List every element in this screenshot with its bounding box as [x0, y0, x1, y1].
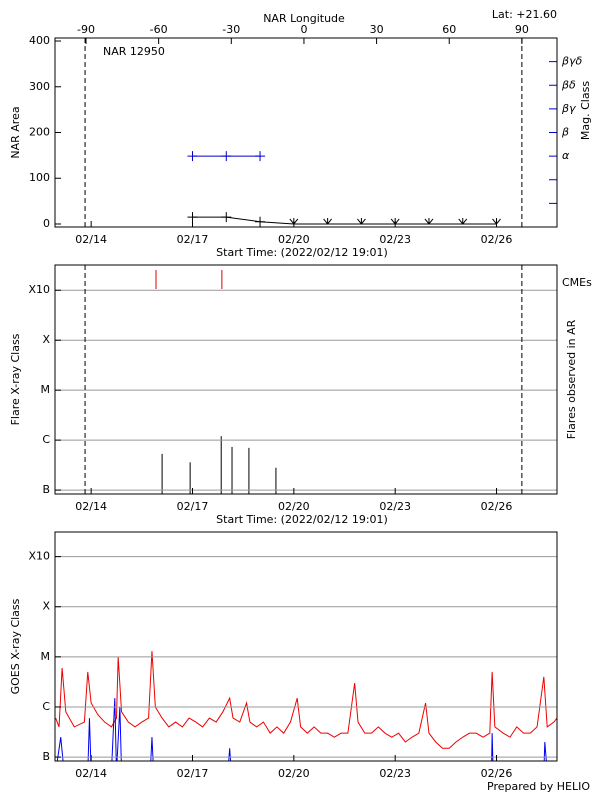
plot-area	[155, 270, 277, 494]
plot-frame	[54, 531, 558, 762]
x-tick-label: 02/17	[177, 233, 209, 246]
x-tick-label: 02/26	[481, 500, 513, 513]
y-tick-label: 300	[29, 80, 50, 93]
marker	[255, 216, 266, 227]
marker	[323, 217, 333, 225]
x2-tick-label: 60	[442, 23, 456, 36]
x-axis-label: Start Time: (2022/02/12 19:01)	[216, 513, 388, 526]
y-tick-label: C	[42, 700, 50, 713]
y-tick-label: M	[41, 650, 51, 663]
y-axis-label: NAR Area	[9, 106, 22, 158]
y2-tick-label: β	[561, 126, 569, 139]
x-tick-label: 02/14	[75, 500, 107, 513]
series-line	[55, 651, 557, 749]
y-tick-label: X	[42, 600, 50, 613]
series-line	[192, 216, 497, 225]
y-tick-label: X10	[28, 283, 50, 296]
marker	[357, 217, 366, 225]
y2-axis-label: Flares observed in AR	[565, 319, 578, 439]
y-tick-label: 400	[29, 34, 50, 47]
x2-tick-label: -30	[222, 23, 240, 36]
x-tick-label: 02/17	[177, 767, 209, 780]
x-tick-label: 02/20	[278, 767, 310, 780]
footer: Prepared by HELIO	[487, 780, 590, 793]
y2-tick-label: α	[562, 149, 570, 162]
x2-tick-label: -60	[150, 23, 168, 36]
x-tick-label: 02/14	[75, 233, 107, 246]
x-tick-label: 02/17	[177, 500, 209, 513]
x-tick-label: 02/23	[379, 767, 411, 780]
marker	[221, 151, 232, 162]
series-line	[56, 698, 547, 761]
marker	[221, 212, 232, 223]
marker	[187, 151, 198, 162]
y-tick-label: 100	[29, 171, 50, 184]
x-tick-label: 02/20	[278, 500, 310, 513]
y-axis-label: GOES X-ray Class	[9, 598, 22, 694]
x-tick-label: 02/26	[481, 767, 513, 780]
cme-label: CMEs	[562, 276, 592, 289]
y-tick-label: 200	[29, 126, 50, 139]
y-tick-label: X10	[28, 550, 50, 563]
marker	[424, 217, 434, 225]
y-axis-label: Flare X-ray Class	[9, 333, 22, 425]
x2-tick-label: 0	[300, 23, 307, 36]
x-tick-label: 02/23	[379, 500, 411, 513]
x2-tick-label: 30	[370, 23, 384, 36]
x2-tick-label: -90	[77, 23, 95, 36]
x-tick-label: 02/23	[379, 233, 411, 246]
y2-tick-label: βδ	[561, 78, 576, 91]
y-tick-label: C	[42, 433, 50, 446]
y2-axis-label: Mag. Class	[579, 81, 592, 140]
y-tick-label: 0	[43, 217, 50, 230]
plot-area	[187, 151, 501, 227]
plot-frame	[54, 264, 558, 495]
x-tick-label: 02/14	[75, 767, 107, 780]
y-tick-label: B	[42, 750, 50, 763]
x-tick-label: 02/26	[481, 233, 513, 246]
y2-tick-label: βγ	[561, 102, 576, 115]
marker	[255, 151, 266, 162]
x-tick-label: 02/20	[278, 233, 310, 246]
latitude: Lat: +21.60	[492, 8, 557, 21]
y-tick-label: B	[42, 483, 50, 496]
plot-frame	[54, 37, 558, 228]
marker	[458, 217, 468, 225]
plot-area	[55, 651, 557, 761]
y-tick-label: X	[42, 333, 50, 346]
marker	[187, 212, 198, 223]
y-tick-label: M	[41, 383, 51, 396]
x2-axis-label: NAR Longitude	[263, 12, 345, 25]
y2-tick-label: βγδ	[561, 55, 583, 68]
chart-title: NAR 12950	[103, 45, 165, 58]
x2-tick-label: 90	[515, 23, 529, 36]
x-axis-label: Start Time: (2022/02/12 19:01)	[216, 246, 388, 259]
